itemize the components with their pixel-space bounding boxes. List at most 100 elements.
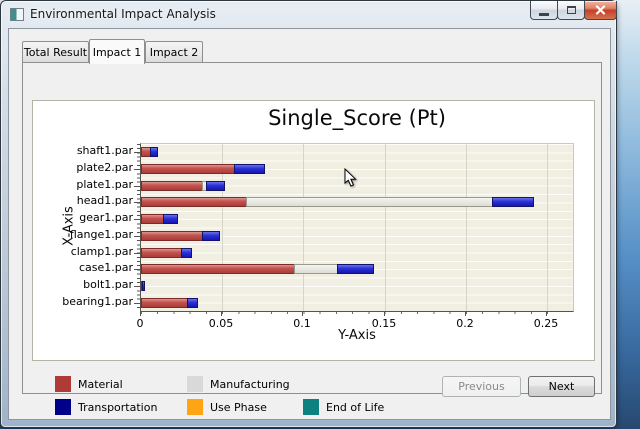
y-axis-label: plate1.par bbox=[76, 178, 133, 191]
y-axis-tick bbox=[134, 152, 141, 153]
bar-segment-transportation bbox=[202, 231, 220, 241]
gridline bbox=[222, 144, 223, 311]
y-axis-label: plate2.par bbox=[76, 161, 133, 174]
legend-item-manufacturing: Manufacturing bbox=[187, 376, 290, 392]
previous-button: Previous bbox=[442, 376, 521, 397]
bar-segment-material bbox=[141, 197, 247, 207]
next-button[interactable]: Next bbox=[528, 376, 595, 397]
x-axis-tick bbox=[384, 312, 385, 316]
bar-segment-transportation bbox=[234, 164, 265, 174]
bar-row-gear1.par bbox=[141, 214, 178, 224]
x-axis-tick-label: 0.05 bbox=[208, 317, 234, 330]
previous-button-label: Previous bbox=[458, 380, 505, 393]
y-axis-label: head1.par bbox=[76, 194, 133, 207]
bar-row-bolt1.par bbox=[141, 281, 145, 291]
y-axis-tick bbox=[134, 303, 141, 304]
y-axis-label: bearing1.par bbox=[62, 295, 133, 308]
bar-segment-material bbox=[141, 214, 164, 224]
y-axis-label: flange1.par bbox=[69, 228, 133, 241]
bar-segment-material bbox=[141, 264, 295, 274]
window-client-area: Total Result Impact 1 Impact 2 Single_Sc… bbox=[8, 28, 611, 420]
y-axis-labels: shaft1.par plate2.par plate1.par head1.par g… bbox=[33, 101, 137, 362]
y-axis-tick bbox=[134, 219, 141, 220]
y-axis-tick bbox=[134, 269, 141, 270]
tab-panel: Single_Score (Pt) X-Axis shaft1.par plate… bbox=[22, 62, 602, 415]
legend-label: End of Life bbox=[326, 400, 385, 414]
y-axis-tick bbox=[134, 253, 141, 254]
tab-total-result[interactable]: Total Result bbox=[22, 41, 89, 63]
bar-segment-transportation bbox=[150, 147, 158, 157]
app-window: Environmental Impact Analysis Total Resu… bbox=[0, 0, 617, 428]
window-title: Environmental Impact Analysis bbox=[30, 7, 216, 21]
bar-segment-transportation bbox=[206, 181, 225, 191]
bar-segment-material bbox=[141, 248, 182, 258]
app-icon bbox=[10, 8, 24, 21]
legend-swatch-transportation bbox=[55, 399, 71, 415]
bar-row-case1.par bbox=[141, 264, 374, 274]
bar-row-flange1.par bbox=[141, 231, 220, 241]
y-axis-minor-ticks bbox=[137, 144, 140, 311]
tab-label: Impact 2 bbox=[149, 46, 199, 59]
legend-label: Manufacturing bbox=[210, 377, 290, 391]
chart-title: Single_Score (Pt) bbox=[268, 106, 446, 130]
gridline bbox=[466, 144, 467, 311]
bar-row-shaft1.par bbox=[141, 147, 158, 157]
x-axis-tick bbox=[465, 312, 466, 316]
tab-label: Total Result bbox=[23, 46, 88, 59]
x-axis-tick-label: 0.1 bbox=[293, 317, 311, 330]
x-axis-tick bbox=[546, 312, 547, 316]
bar-row-bearing1.par bbox=[141, 298, 198, 308]
bar-segment-material bbox=[141, 181, 203, 191]
x-axis-tick-label: 0.2 bbox=[456, 317, 474, 330]
tab-impact-2[interactable]: Impact 2 bbox=[145, 41, 203, 63]
bar-row-plate2.par bbox=[141, 164, 265, 174]
legend-swatch-manufacturing bbox=[187, 376, 203, 392]
maximize-button[interactable] bbox=[557, 1, 585, 20]
maximize-icon bbox=[566, 6, 576, 14]
bar-row-head1.par bbox=[141, 197, 534, 207]
legend-swatch-end-of-life bbox=[303, 399, 319, 415]
close-icon bbox=[595, 5, 606, 15]
bar-segment-transportation bbox=[337, 264, 374, 274]
bar-segment-manufacturing bbox=[294, 264, 338, 274]
bar-segment-transportation bbox=[163, 214, 178, 224]
y-axis-label: gear1.par bbox=[79, 211, 133, 224]
minimize-icon bbox=[539, 12, 549, 16]
gridline bbox=[547, 144, 548, 311]
y-axis-tick bbox=[134, 202, 141, 203]
y-axis-tick bbox=[134, 186, 141, 187]
bar-segment-transportation bbox=[492, 197, 534, 207]
y-axis-label: case1.par bbox=[78, 261, 133, 274]
titlebar[interactable]: Environmental Impact Analysis bbox=[1, 1, 617, 28]
x-axis-tick-label: 0.25 bbox=[533, 317, 559, 330]
bar-row-plate1.par bbox=[141, 181, 225, 191]
x-axis-tick bbox=[140, 312, 141, 316]
tab-label: Impact 1 bbox=[92, 45, 142, 59]
bar-segment-material bbox=[141, 231, 203, 241]
bar-segment-transportation bbox=[142, 281, 145, 291]
x-axis-tick-label: 0.15 bbox=[371, 317, 397, 330]
y-axis-tick bbox=[134, 236, 141, 237]
minimize-button[interactable] bbox=[530, 1, 558, 20]
legend-item-end-of-life: End of Life bbox=[303, 399, 384, 415]
x-axis-tick-label: 0 bbox=[136, 317, 144, 330]
chart-container: Single_Score (Pt) X-Axis shaft1.par plate… bbox=[32, 100, 595, 361]
y-axis-label: shaft1.par bbox=[76, 144, 133, 157]
close-button[interactable] bbox=[584, 1, 617, 20]
legend-label: Transportation bbox=[78, 400, 158, 414]
legend-swatch-use-phase bbox=[187, 399, 203, 415]
tab-impact-1[interactable]: Impact 1 bbox=[89, 39, 145, 64]
legend-item-use-phase: Use Phase bbox=[187, 399, 267, 415]
bar-segment-transportation bbox=[187, 298, 198, 308]
bar-segment-material bbox=[141, 164, 235, 174]
y-axis-tick bbox=[134, 169, 141, 170]
plot-area bbox=[134, 143, 574, 312]
y-axis-tick bbox=[134, 286, 141, 287]
next-button-label: Next bbox=[548, 380, 575, 393]
bar-segment-manufacturing bbox=[246, 197, 493, 207]
legend-label: Material bbox=[78, 377, 123, 391]
y-axis-label: bolt1.par bbox=[83, 278, 133, 291]
bar-segment-transportation bbox=[181, 248, 192, 258]
legend-label: Use Phase bbox=[210, 400, 267, 414]
legend-swatch-material bbox=[55, 376, 71, 392]
